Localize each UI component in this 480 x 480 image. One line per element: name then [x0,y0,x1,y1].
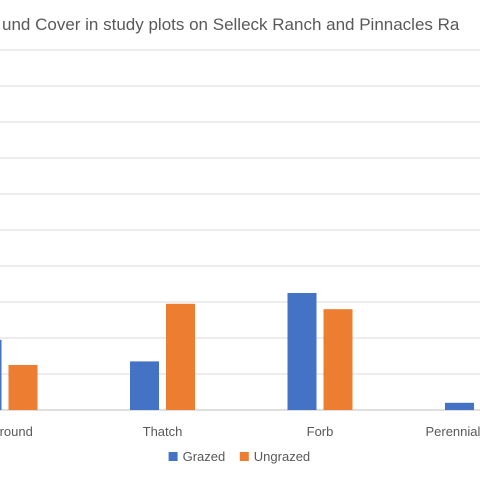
bar-ungrazed-1 [8,365,38,410]
bar-ungrazed-3 [323,309,353,410]
legend-swatch-ungrazed [239,452,249,461]
x-axis-labels: re groundThatchForbPerennial grassesAn [0,424,480,439]
legend-label-ungrazed: Ungrazed [254,449,310,464]
chart-title: und Cover in study plots on Selleck Ranc… [2,15,460,34]
bar-grazed-3 [287,293,317,410]
x-tick-label: Forb [307,424,334,439]
x-tick-label: Perennial grasses [425,424,480,439]
bar-grazed-4 [445,402,474,410]
bar-ungrazed-2 [166,303,195,410]
gridlines [0,49,480,411]
bars [0,293,474,410]
legend-swatch-grazed [168,452,178,461]
legend-label-grazed: Grazed [183,449,226,464]
bar-grazed-2 [130,361,159,410]
legend: Grazed Ungrazed [168,449,310,464]
x-tick-label: re ground [0,424,33,439]
bar-grazed-1 [0,339,2,410]
x-tick-label: Thatch [143,424,183,439]
